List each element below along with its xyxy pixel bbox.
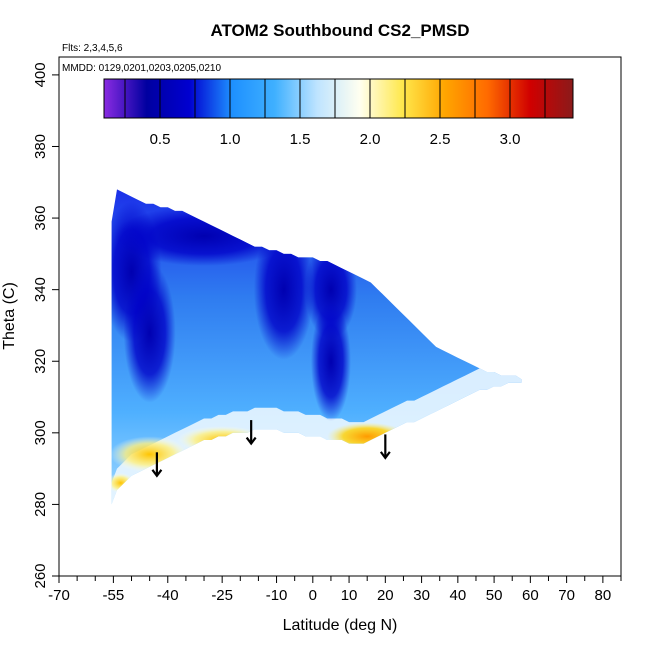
x-axis: -70 -55 -40 -25 -10 0 10 20 30 40 50 60 70 80	[48, 576, 622, 604]
y-tick-label: 380	[32, 134, 49, 159]
chart-title: ATOM2 Southbound CS2_PMSD	[210, 21, 469, 40]
colorbar-tick-label: 3.0	[500, 131, 521, 148]
colorbar-tick-label: 1.0	[220, 131, 241, 148]
arrow-head	[379, 451, 391, 460]
y-axis-label: Theta (C)	[1, 282, 18, 350]
y-tick-label: 340	[32, 277, 49, 302]
x-tick-label: 80	[595, 587, 612, 604]
y-tick-label: 280	[32, 492, 49, 517]
x-tick-label: 0	[309, 587, 317, 604]
x-tick-label: 70	[558, 587, 575, 604]
x-tick-label: 20	[377, 587, 394, 604]
x-axis-label: Latitude (deg N)	[283, 617, 398, 634]
y-tick-label: 300	[32, 420, 49, 445]
low-value-feature	[253, 219, 314, 360]
colorbar-tick-label: 1.5	[290, 131, 311, 148]
x-tick-label: -55	[103, 587, 125, 604]
low-value-feature	[310, 301, 351, 422]
y-tick-label: 260	[32, 563, 49, 588]
x-tick-label: -40	[157, 587, 179, 604]
x-tick-label: 60	[522, 587, 539, 604]
x-tick-label: 30	[413, 587, 430, 604]
arrow-head	[245, 436, 257, 446]
colorbar-tick-label: 2.0	[360, 131, 381, 148]
colorbar-ramp	[103, 78, 574, 119]
high-value-feature	[111, 472, 135, 493]
flights-label: Flts: 2,3,4,5,6	[62, 43, 123, 54]
y-tick-label: 400	[32, 62, 49, 87]
arrows	[151, 420, 391, 478]
colorbar: 0.5 1.0 1.5 2.0 2.5 3.0	[103, 78, 574, 148]
x-tick-label: 50	[486, 587, 503, 604]
data-field	[111, 189, 522, 505]
x-tick-label: -70	[48, 587, 70, 604]
colorbar-tick-label: 0.5	[150, 131, 171, 148]
high-value-feature	[327, 422, 408, 451]
x-tick-label: -25	[211, 587, 233, 604]
x-tick-label: -10	[266, 587, 288, 604]
low-value-feature	[123, 262, 176, 403]
y-tick-label: 320	[32, 349, 49, 374]
arrow-head	[151, 469, 163, 478]
y-tick-label: 360	[32, 206, 49, 231]
y-axis: 260 280 300 320 340 360 380 400	[32, 62, 59, 589]
plot-frame	[58, 56, 622, 577]
x-tick-label: 40	[449, 587, 466, 604]
colorbar-tick-label: 2.5	[430, 131, 451, 148]
low-value-feature	[114, 205, 295, 266]
x-tick-label: 10	[341, 587, 358, 604]
dates-label: MMDD: 0129,0201,0203,0205,0210	[62, 63, 221, 74]
